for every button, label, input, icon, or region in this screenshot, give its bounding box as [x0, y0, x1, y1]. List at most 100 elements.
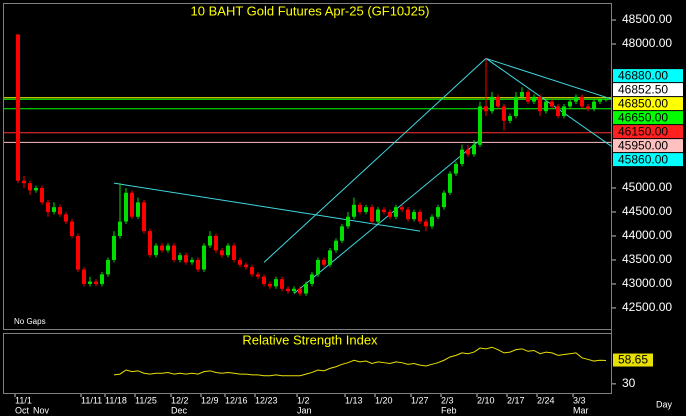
level-label-box: [613, 125, 683, 139]
level-label-box: [613, 83, 683, 97]
candle-body: [442, 192, 446, 208]
candle-body: [16, 34, 20, 181]
candle-body: [310, 274, 314, 284]
candle-body: [508, 115, 512, 121]
candle-body: [172, 245, 176, 260]
candle-body: [472, 144, 476, 155]
x-tick-label: 11/18: [105, 395, 127, 405]
candle-body: [406, 209, 410, 220]
candle-body: [286, 288, 290, 292]
y-tick-label: 42500.00: [622, 300, 672, 314]
x-tick-label: 11/25: [135, 395, 157, 405]
candle-body: [298, 288, 302, 294]
x-tick-label: 12/9: [201, 395, 219, 405]
candle-body: [448, 173, 452, 193]
candle-body: [184, 255, 188, 263]
candle-body: [526, 92, 530, 102]
level-label: 45860.00: [618, 152, 668, 166]
y-tick-label: 48000.00: [622, 36, 672, 50]
trendline: [485, 58, 613, 148]
candle-body: [376, 209, 380, 222]
x-tick-label: 1/27: [411, 395, 429, 405]
candle-body: [562, 106, 566, 116]
candle-body: [220, 250, 224, 256]
x-tick-label: 2/24: [537, 395, 555, 405]
y-tick-label: 43500.00: [622, 252, 672, 266]
candle-body: [364, 207, 368, 212]
x-tick-label: 2/3: [441, 395, 454, 405]
candle-body: [46, 202, 50, 212]
x-tick-label: 12/16: [225, 395, 248, 405]
candle-body: [532, 96, 536, 102]
candle-body: [28, 183, 32, 191]
candle-body: [490, 96, 494, 112]
candle-body: [274, 279, 278, 287]
candle-body: [94, 281, 98, 284]
candle-body: [430, 216, 434, 227]
candle-body: [598, 99, 602, 102]
x-tick-label: 1/2: [297, 395, 310, 405]
candle-body: [466, 149, 470, 155]
candle-body: [604, 99, 608, 101]
footnote: No Gaps: [14, 317, 46, 326]
y-tick-label: 48500.00: [622, 12, 672, 26]
candle-body: [334, 240, 338, 251]
candle-body: [502, 106, 506, 121]
x-tick-label: 1/20: [375, 395, 393, 405]
candle-body: [388, 211, 392, 217]
level-label-box: [613, 111, 683, 125]
x-tick-label: 3/3: [573, 395, 586, 405]
candle-body: [352, 204, 356, 217]
trendline: [485, 57, 613, 100]
x-tick-label: 2/10: [477, 395, 495, 405]
candle-body: [568, 101, 572, 107]
level-label-box: [613, 97, 683, 111]
candle-body: [304, 283, 308, 294]
candle-body: [118, 221, 122, 236]
level-label-box: [613, 139, 683, 153]
x-tick-label: 2/17: [507, 395, 525, 405]
candle-body: [64, 214, 68, 222]
candle-body: [268, 283, 272, 287]
candle-body: [454, 163, 458, 174]
candle-body: [130, 192, 134, 217]
candle-body: [112, 235, 116, 260]
candle-body: [418, 211, 422, 222]
candle-body: [262, 276, 266, 284]
candle-body: [58, 207, 62, 215]
candle-body: [88, 281, 92, 284]
candle-body: [328, 250, 332, 265]
candle-body: [190, 259, 194, 263]
y-tick-label: 43000.00: [622, 276, 672, 290]
candle-body: [106, 259, 110, 275]
candle-body: [256, 274, 260, 277]
level-label-box: [613, 153, 683, 167]
candle-body: [250, 267, 254, 275]
candle-body: [544, 101, 548, 112]
candle-body: [154, 245, 158, 256]
candle-body: [40, 187, 44, 203]
y-tick-label: 45000.00: [622, 180, 672, 194]
candle-body: [538, 96, 542, 112]
candle-body: [478, 106, 482, 145]
candle-body: [592, 101, 596, 109]
level-label: 45950.00: [618, 138, 668, 152]
rsi-tick-label: 30: [622, 376, 636, 390]
month-label: Oct: [15, 405, 30, 415]
month-label: Dec: [171, 405, 188, 415]
candle-body: [214, 235, 218, 251]
candle-body: [316, 259, 320, 275]
candle-body: [460, 149, 464, 164]
candle-body: [82, 269, 86, 284]
candle-body: [280, 279, 284, 289]
candle-body: [556, 106, 560, 116]
level-label: 46650.00: [618, 110, 668, 124]
plot-area: [4, 34, 613, 377]
x-tick-label: 12/23: [255, 395, 278, 405]
candle-body: [400, 207, 404, 210]
x-tick-label: 12/2: [171, 395, 189, 405]
candle-body: [208, 235, 212, 246]
trendline: [263, 58, 487, 263]
